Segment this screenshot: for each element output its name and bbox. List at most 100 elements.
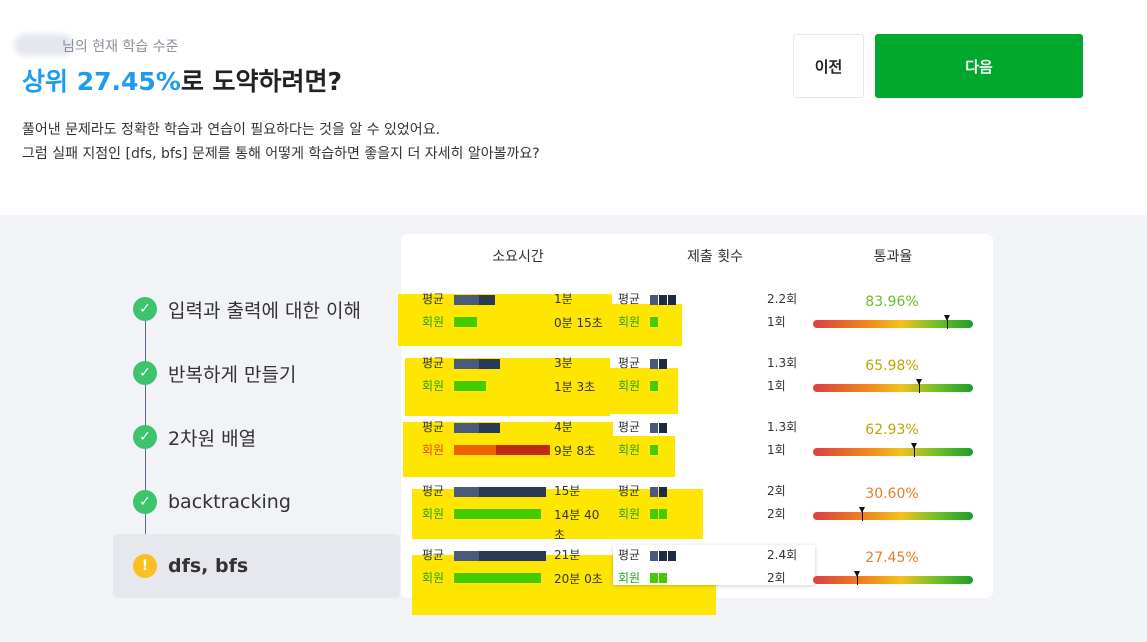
description: 풀어낸 문제라도 정확한 학습과 연습이 필요하다는 것을 알 수 있었어요. … <box>22 118 540 166</box>
pass-rate-marker <box>915 379 922 393</box>
prev-button[interactable]: 이전 <box>793 34 864 98</box>
avg-time-bar-light <box>454 487 479 497</box>
header-area <box>0 0 1147 215</box>
member-label: 회원 <box>618 315 641 329</box>
member-label: 회원 <box>422 315 445 329</box>
member-time: 1분 3초 <box>554 380 596 394</box>
warning-icon: ! <box>133 554 157 578</box>
member-time-bar <box>454 573 542 583</box>
avg-time-bar <box>454 487 546 497</box>
title-rest: 로 도약하려면? <box>180 67 343 96</box>
avg-label: 평균 <box>618 420 641 434</box>
member-time: 9분 8초 <box>554 444 596 458</box>
level-subtitle: 님의 현재 학습 수준 <box>62 39 179 55</box>
member-time-bar-dark <box>496 445 550 455</box>
title-highlight: 상위 27.45% <box>22 67 181 96</box>
avg-time-bar-light <box>454 359 479 369</box>
check-icon: ✓ <box>133 361 157 385</box>
member-submit-square <box>659 573 667 583</box>
member-submit-square <box>659 509 667 519</box>
member-label: 회원 <box>422 379 445 393</box>
step-label: 반복하게 만들기 <box>168 363 297 386</box>
pass-rate: 65.98% <box>865 358 919 374</box>
step-item-2[interactable]: ✓ 반복하게 만들기 <box>113 341 400 405</box>
avg-submit-square <box>659 295 667 305</box>
avg-label: 평균 <box>618 356 641 370</box>
member-label: 회원 <box>618 443 641 457</box>
avg-time: 4분 <box>554 420 573 434</box>
yellow-highlight <box>398 294 612 346</box>
pass-rate-bar <box>813 448 973 456</box>
step-item-5[interactable]: ! dfs, bfs <box>113 534 400 598</box>
avg-submit-square <box>650 551 658 561</box>
avg-submit: 1.3회 <box>767 356 798 370</box>
description-line-1: 풀어낸 문제라도 정확한 학습과 연습이 필요하다는 것을 알 수 있었어요. <box>22 122 441 138</box>
check-icon: ✓ <box>133 490 157 514</box>
step-item-4[interactable]: ✓ backtracking <box>113 470 400 534</box>
avg-label: 평균 <box>618 292 641 306</box>
avg-submit: 2.4회 <box>767 548 798 562</box>
pass-rate-marker <box>858 507 865 521</box>
avg-time-bar-light <box>454 423 479 433</box>
member-label: 회원 <box>618 571 641 585</box>
blurred-username <box>14 34 74 56</box>
pass-rate-bar <box>813 576 973 584</box>
avg-time-bar <box>454 551 546 561</box>
description-line-2: 그럼 실패 지점인 [dfs, bfs] 문제를 통해 어떻게 학습하면 좋을지… <box>22 146 540 162</box>
avg-label: 평균 <box>422 356 445 370</box>
avg-submit-square <box>668 551 676 561</box>
pass-rate: 83.96% <box>865 294 919 310</box>
member-time: 20분 0초 <box>554 572 603 586</box>
avg-time: 15분 <box>554 484 581 498</box>
avg-time-bar-light <box>454 551 479 561</box>
pass-rate: 62.93% <box>865 422 919 438</box>
avg-label: 평균 <box>618 548 641 562</box>
yellow-highlight <box>610 368 678 414</box>
yellow-highlight <box>612 304 682 346</box>
avg-submit-square <box>659 359 667 369</box>
member-time-bar <box>454 509 542 519</box>
step-label: 2차원 배열 <box>168 427 257 450</box>
pass-rate-marker <box>944 315 951 329</box>
step-label: 입력과 출력에 대한 이해 <box>168 299 361 322</box>
member-label: 회원 <box>422 443 445 457</box>
avg-submit-square <box>668 295 676 305</box>
step-item-3[interactable]: ✓ 2차원 배열 <box>113 405 400 469</box>
avg-label: 평균 <box>422 420 445 434</box>
member-time-bar <box>454 317 477 327</box>
header-pass: 통과율 <box>873 249 913 265</box>
avg-submit-square <box>650 359 658 369</box>
yellow-highlight <box>405 358 610 416</box>
avg-submit-square <box>650 423 658 433</box>
member-submit-square <box>650 381 658 391</box>
step-label: dfs, bfs <box>168 555 249 577</box>
avg-submit: 2.2회 <box>767 292 798 306</box>
pass-rate-marker <box>853 571 860 585</box>
avg-submit-square <box>659 487 667 497</box>
member-submit: 2회 <box>767 571 786 585</box>
check-icon: ✓ <box>133 425 157 449</box>
yellow-highlight <box>612 436 675 477</box>
pass-rate-bar <box>813 320 973 328</box>
member-label: 회원 <box>422 571 445 585</box>
avg-submit: 1.3회 <box>767 420 798 434</box>
avg-submit-square <box>659 423 667 433</box>
avg-submit: 2회 <box>767 484 786 498</box>
member-submit-square <box>650 509 658 519</box>
avg-submit-square <box>650 487 658 497</box>
step-item-1[interactable]: ✓ 입력과 출력에 대한 이해 <box>113 277 400 341</box>
next-button[interactable]: 다음 <box>875 34 1083 98</box>
member-label: 회원 <box>618 379 641 393</box>
member-time-bar <box>454 381 487 391</box>
avg-label: 평균 <box>422 484 445 498</box>
member-time-bar <box>454 445 496 455</box>
pass-rate-bar <box>813 384 973 392</box>
avg-label: 평균 <box>422 548 445 562</box>
avg-time: 21분 <box>554 548 581 562</box>
avg-time: 3분 <box>554 356 573 370</box>
stats-panel <box>401 234 993 598</box>
avg-time: 1분 <box>554 292 573 306</box>
member-label: 회원 <box>422 507 445 521</box>
page-title: 상위 27.45%로 도약하려면? <box>22 62 342 98</box>
check-icon: ✓ <box>133 297 157 321</box>
